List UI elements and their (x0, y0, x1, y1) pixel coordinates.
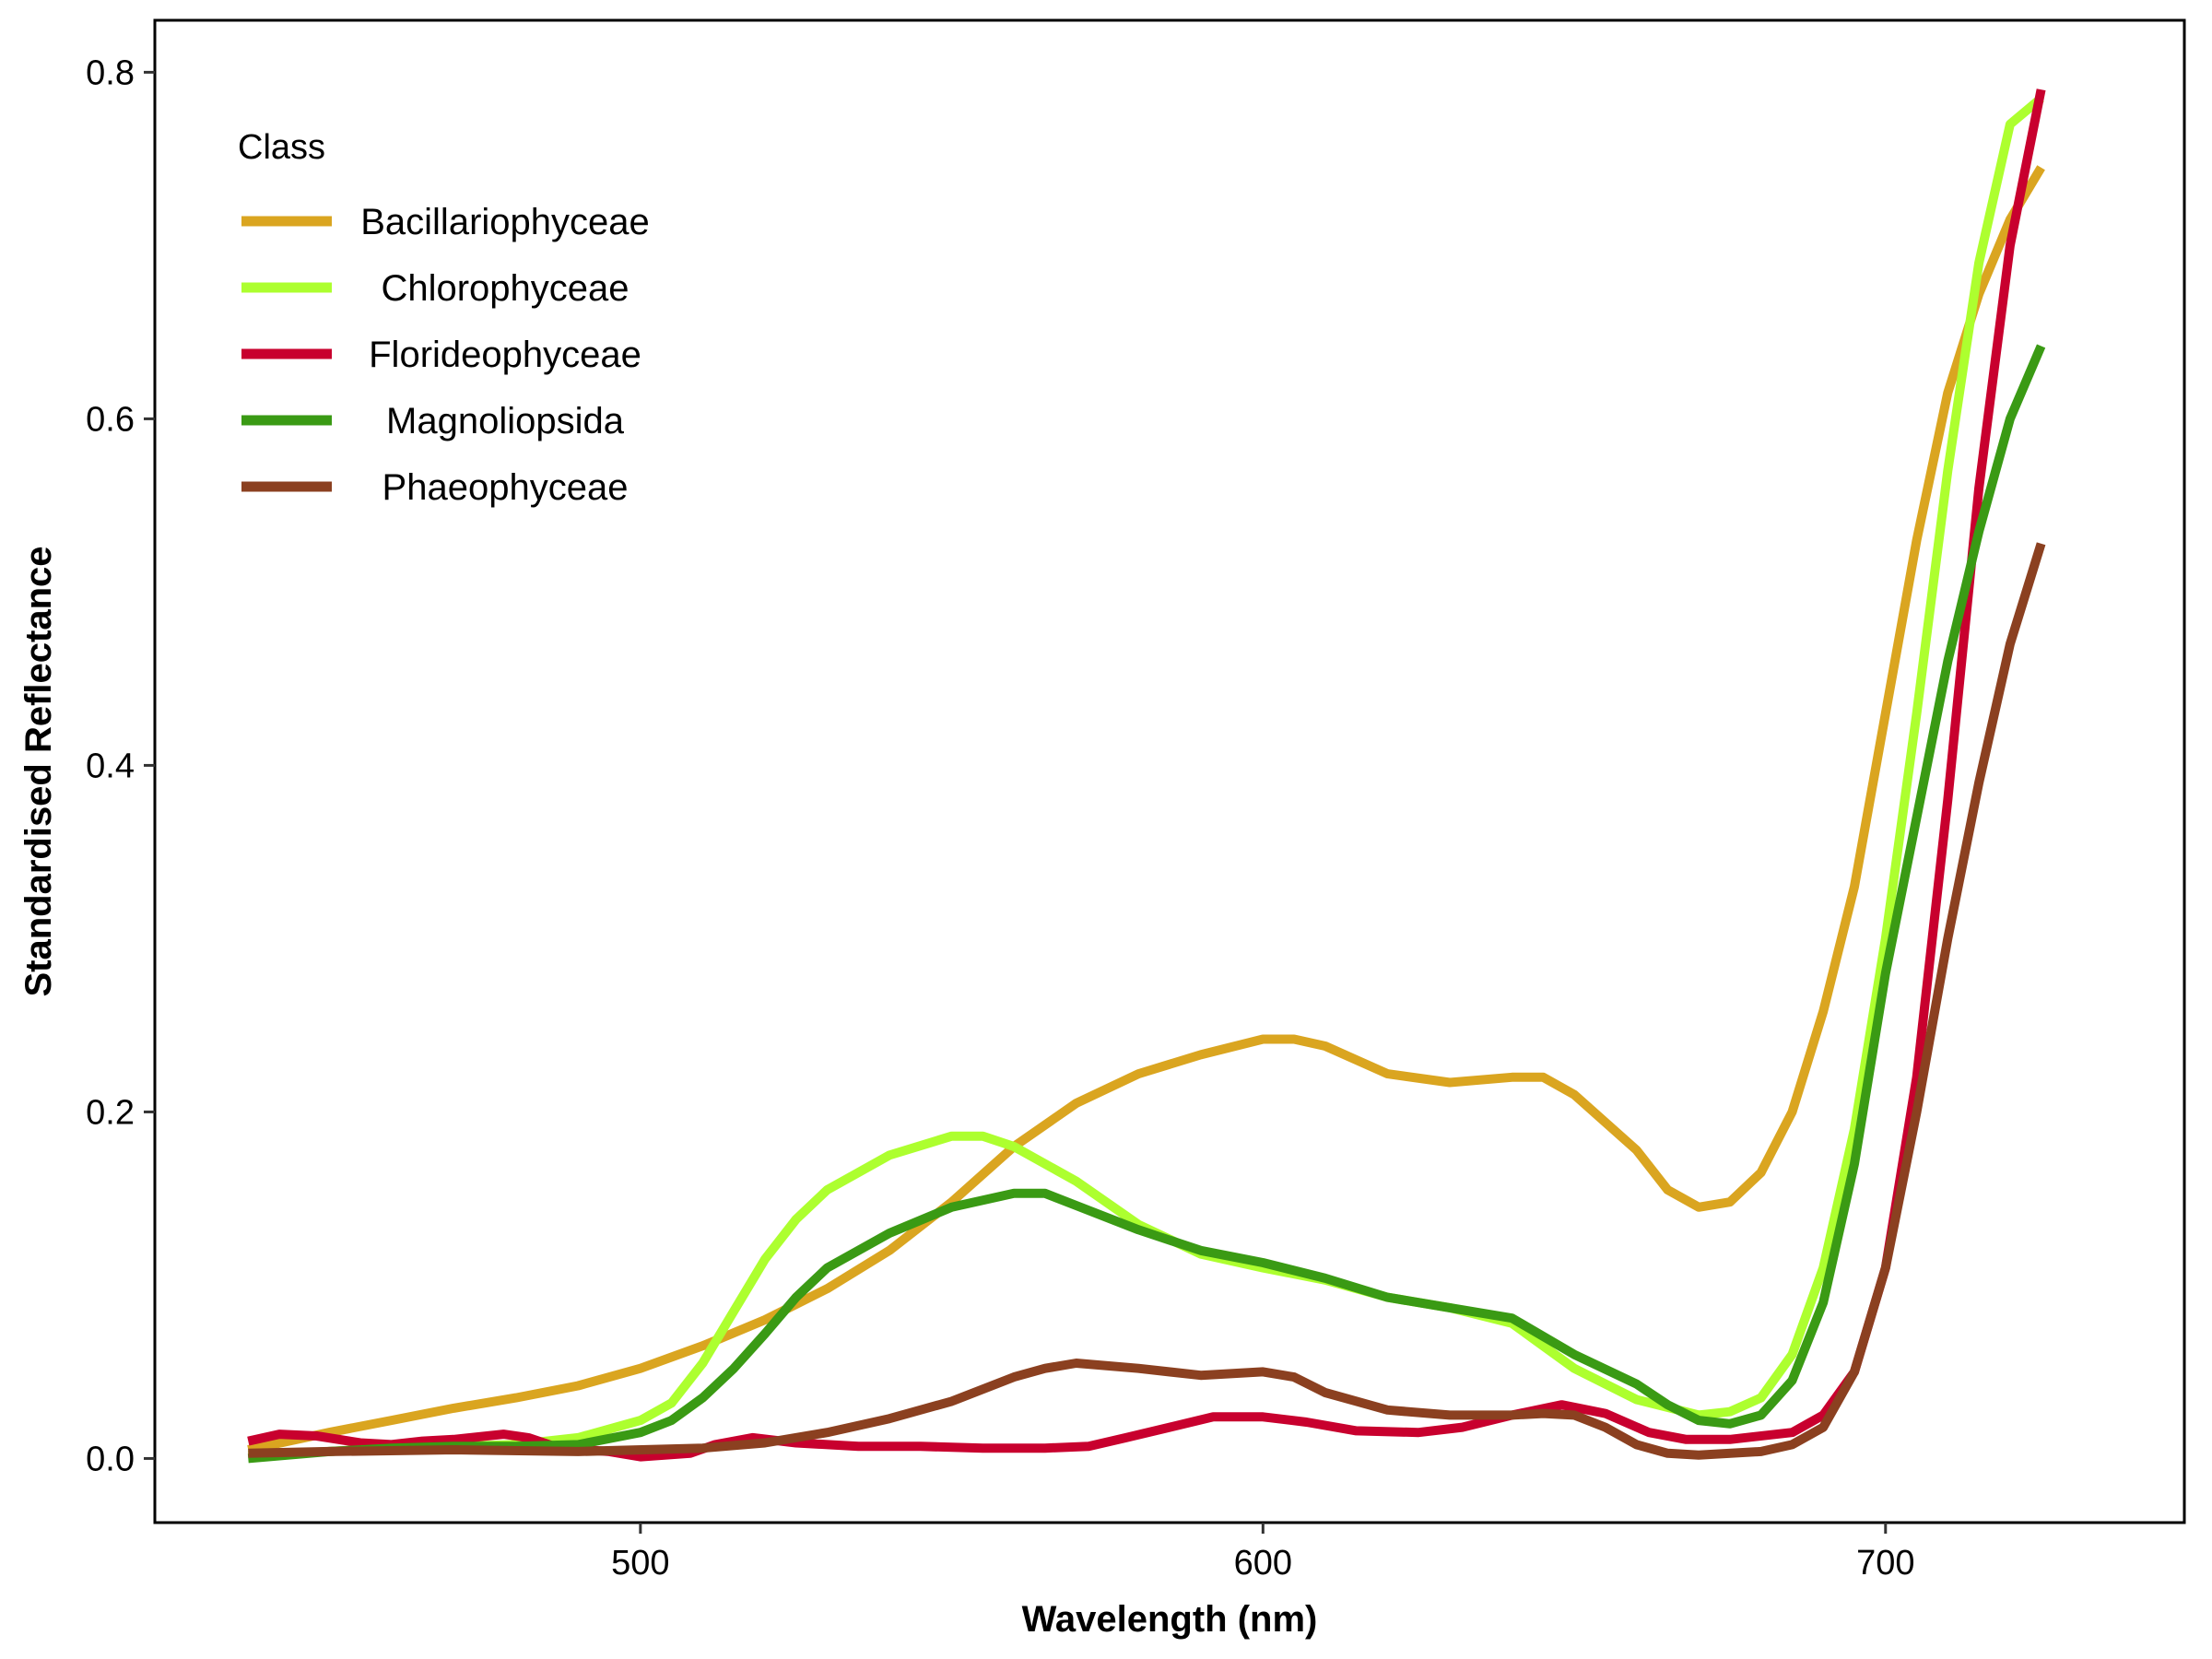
legend-label-chlorophyceae: Chlorophyceae (381, 268, 629, 309)
series-layer (247, 88, 2046, 1464)
series-line-phaeophyceae (248, 542, 2046, 1460)
series-line-florideophyceae (247, 88, 2046, 1462)
legend-label-florideophyceae: Florideophyceae (369, 335, 641, 375)
y-tick-label: 0.4 (86, 747, 135, 785)
y-axis-title: Standardised Reflectance (18, 546, 59, 996)
y-tick-label: 0.8 (86, 53, 135, 92)
legend: Class Bacillariophyceae Chlorophyceae Flor… (238, 128, 650, 508)
legend-label-phaeophyceae: Phaeophyceae (382, 467, 629, 508)
y-axis: 0.0 0.2 0.4 0.6 0.8 (86, 53, 155, 1478)
x-tick-label: 700 (1856, 1544, 1914, 1583)
series-line-magnoliopsida (247, 344, 2046, 1464)
series-line-bacillariophyceae (247, 165, 2045, 1454)
y-tick-label: 0.2 (86, 1093, 135, 1132)
legend-label-bacillariophyceae: Bacillariophyceae (360, 202, 650, 242)
legend-title: Class (238, 128, 325, 167)
x-axis: 500 600 700 (611, 1523, 1914, 1583)
y-tick-label: 0.0 (86, 1440, 135, 1478)
x-axis-title: Wavelength (nm) (1022, 1599, 1318, 1640)
y-tick-label: 0.6 (86, 400, 135, 439)
x-tick-label: 500 (611, 1544, 669, 1583)
panel-border (153, 18, 2186, 1524)
legend-label-magnoliopsida: Magnoliopsida (386, 401, 625, 441)
x-tick-label: 600 (1234, 1544, 1292, 1583)
